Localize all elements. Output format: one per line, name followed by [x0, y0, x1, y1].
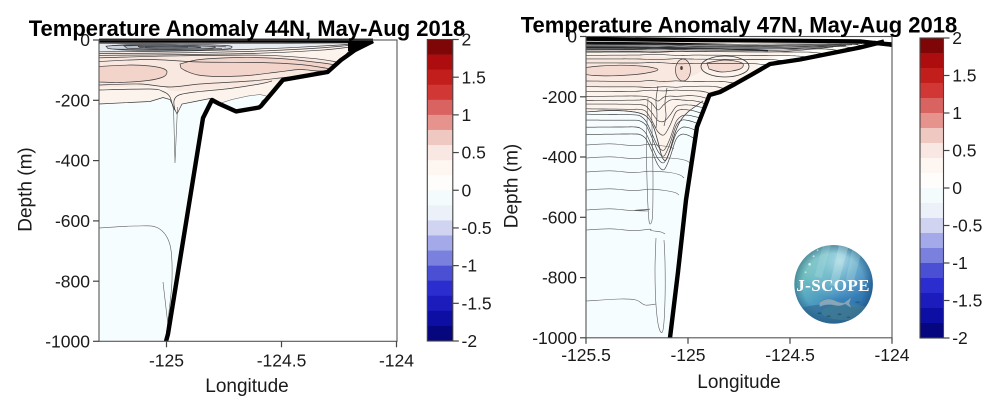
- svg-text:-0.5: -0.5: [952, 216, 982, 236]
- svg-text:-1: -1: [462, 256, 478, 276]
- svg-text:-1.5: -1.5: [462, 293, 492, 313]
- svg-text:-124: -124: [379, 351, 414, 371]
- svg-text:-600: -600: [55, 211, 90, 231]
- svg-text:-124.5: -124.5: [765, 345, 815, 365]
- svg-text:0: 0: [462, 180, 472, 200]
- svg-text:-125: -125: [670, 345, 705, 365]
- svg-text:-125: -125: [149, 351, 184, 371]
- svg-text:-1.5: -1.5: [952, 291, 982, 311]
- svg-text:0.5: 0.5: [952, 141, 976, 161]
- svg-text:0: 0: [567, 27, 577, 47]
- svg-text:Temperature Anomaly 47N, May-A: Temperature Anomaly 47N, May-Aug 2018: [521, 13, 957, 38]
- svg-text:-0.5: -0.5: [462, 218, 492, 238]
- svg-text:-125.5: -125.5: [561, 345, 611, 365]
- svg-text:-1: -1: [952, 253, 968, 273]
- svg-text:1.5: 1.5: [952, 66, 976, 86]
- svg-text:-200: -200: [542, 87, 577, 107]
- svg-text:-400: -400: [542, 147, 577, 167]
- svg-text:0: 0: [952, 178, 962, 198]
- svg-text:-600: -600: [542, 207, 577, 227]
- svg-text:0.5: 0.5: [462, 143, 486, 163]
- svg-text:-2: -2: [952, 328, 968, 348]
- svg-text:Longitude: Longitude: [205, 376, 288, 397]
- svg-text:-124: -124: [874, 345, 909, 365]
- svg-text:-1000: -1000: [45, 331, 90, 351]
- svg-text:1: 1: [462, 105, 472, 125]
- svg-text:-2: -2: [462, 331, 478, 351]
- svg-text:Longitude: Longitude: [697, 372, 780, 393]
- svg-text:Temperature Anomaly 44N, May-A: Temperature Anomaly 44N, May-Aug 2018: [29, 16, 465, 41]
- svg-text:Depth (m): Depth (m): [16, 147, 37, 231]
- svg-text:1.5: 1.5: [462, 67, 486, 87]
- svg-text:-400: -400: [55, 151, 90, 171]
- svg-text:J-SCOPE: J-SCOPE: [796, 276, 870, 295]
- svg-text:Depth (m): Depth (m): [502, 144, 523, 228]
- svg-text:-1000: -1000: [532, 328, 577, 348]
- svg-text:-800: -800: [55, 271, 90, 291]
- svg-text:1: 1: [952, 103, 962, 123]
- svg-text:-800: -800: [542, 268, 577, 288]
- svg-text:-200: -200: [55, 90, 90, 110]
- svg-text:0: 0: [80, 30, 90, 50]
- svg-text:2: 2: [952, 28, 962, 48]
- svg-text:-124.5: -124.5: [257, 351, 307, 371]
- svg-text:2: 2: [462, 30, 472, 50]
